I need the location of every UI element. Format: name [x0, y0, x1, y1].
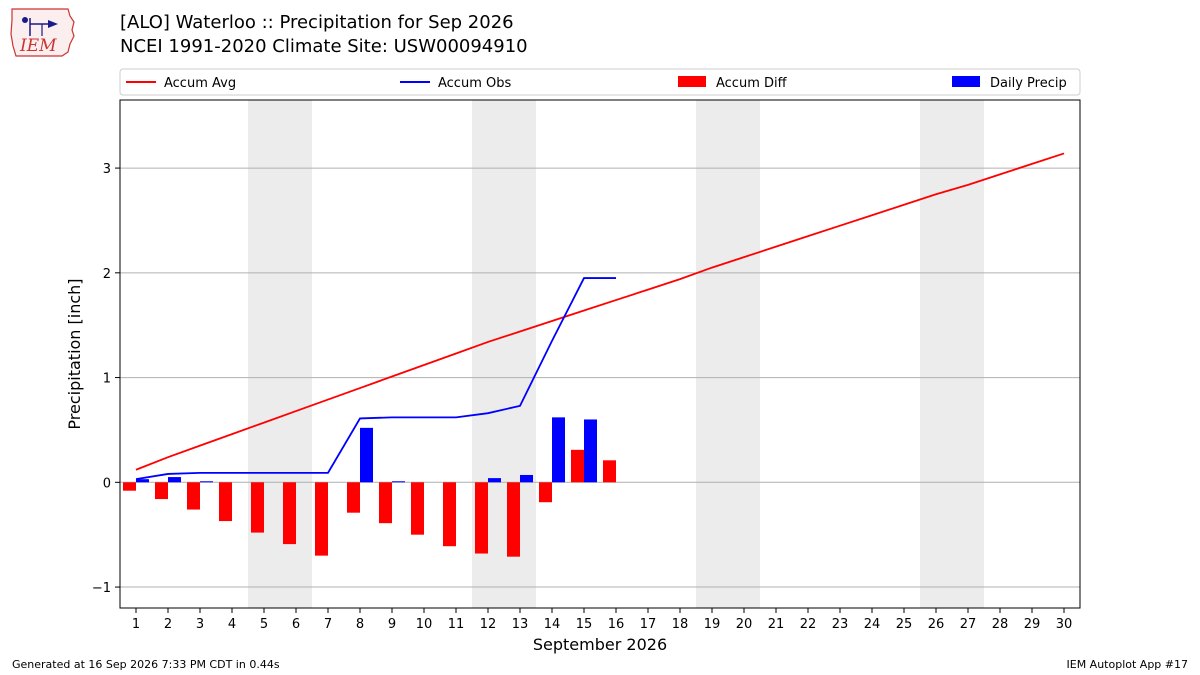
x-tick-label: 7	[324, 617, 332, 632]
accum-diff-bar	[411, 482, 424, 535]
accum-diff-bar	[155, 482, 168, 500]
accum-avg-line	[135, 152, 1065, 471]
y-tick-label: 1	[103, 372, 111, 387]
x-tick-label: 26	[928, 617, 945, 632]
x-tick-label: 16	[608, 617, 625, 632]
x-tick-label: 10	[416, 617, 433, 632]
x-tick-label: 20	[736, 617, 753, 632]
accum-obs-line	[135, 277, 616, 481]
y-tick-label: 3	[103, 162, 111, 177]
daily-precip-bar	[520, 474, 533, 483]
legend-swatch-bar	[952, 76, 980, 87]
accum-diff-bar	[283, 482, 296, 545]
logo-text: IEM	[19, 36, 57, 56]
legend-label: Accum Diff	[716, 76, 788, 91]
x-axis-label: September 2026	[533, 635, 667, 654]
accum-diff-bar	[571, 449, 584, 483]
x-tick-label: 30	[1056, 617, 1073, 632]
accum-diff-bar	[219, 482, 232, 522]
legend-label: Accum Obs	[438, 76, 511, 91]
accum-diff-bar	[379, 482, 392, 524]
legend-box	[119, 68, 1081, 96]
weekend-shade	[920, 100, 984, 608]
y-tick-label: 2	[103, 267, 111, 282]
x-tick-label: 8	[356, 617, 364, 632]
iem-iowa-logo-icon: IEM	[10, 8, 75, 57]
daily-precip-bar	[360, 427, 373, 483]
accum-diff-bar	[507, 482, 520, 557]
x-tick-label: 2	[164, 617, 172, 632]
daily-precip-bar	[168, 477, 181, 483]
x-tick-label: 22	[800, 617, 817, 632]
x-tick-label: 9	[388, 617, 396, 632]
x-tick-label: 11	[448, 617, 465, 632]
x-tick-label: 12	[480, 617, 497, 632]
x-tick-label: 15	[576, 617, 593, 632]
chart-title: [ALO] Waterloo :: Precipitation for Sep …	[120, 12, 514, 33]
x-tick-label: 19	[704, 617, 721, 632]
x-tick-label: 25	[896, 617, 913, 632]
accum-diff-bar	[443, 482, 456, 547]
legend-swatch-bar	[678, 76, 706, 87]
legend-label: Daily Precip	[990, 76, 1067, 91]
accum-diff-bar	[123, 482, 136, 491]
x-tick-label: 24	[864, 617, 881, 632]
accum-diff-bar	[475, 482, 488, 554]
legend-label: Accum Avg	[164, 76, 236, 91]
plot-frame	[119, 99, 1081, 609]
y-tick-label: −1	[92, 581, 111, 596]
x-tick-label: 5	[260, 617, 268, 632]
accum-diff-bar	[347, 482, 360, 513]
x-tick-label: 6	[292, 617, 300, 632]
x-tick-label: 4	[228, 617, 236, 632]
app-label: IEM Autoplot App #17	[1066, 658, 1189, 671]
daily-precip-bar	[584, 419, 597, 483]
daily-precip-bar	[136, 479, 149, 483]
x-tick-label: 27	[960, 617, 977, 632]
chart-subtitle: NCEI 1991-2020 Climate Site: USW00094910	[120, 36, 528, 57]
x-tick-label: 1	[132, 617, 140, 632]
x-tick-label: 13	[512, 617, 529, 632]
x-tick-label: 28	[992, 617, 1009, 632]
accum-diff-bar	[251, 482, 264, 533]
daily-precip-bar	[392, 481, 405, 483]
x-tick-label: 29	[1024, 617, 1041, 632]
daily-precip-bar	[200, 481, 213, 483]
generated-timestamp: Generated at 16 Sep 2026 7:33 PM CDT in …	[12, 658, 280, 671]
y-axis-label: Precipitation [inch]	[65, 278, 84, 429]
x-tick-label: 14	[544, 617, 561, 632]
x-tick-label: 18	[672, 617, 689, 632]
daily-precip-bar	[488, 478, 501, 483]
x-tick-label: 17	[640, 617, 657, 632]
daily-precip-bar	[552, 417, 565, 483]
accum-diff-bar	[603, 460, 616, 483]
y-tick-label: 0	[103, 476, 111, 491]
accum-diff-bar	[539, 482, 552, 503]
weekend-shade	[696, 100, 760, 608]
x-tick-label: 21	[768, 617, 785, 632]
accum-diff-bar	[315, 482, 328, 556]
x-tick-label: 23	[832, 617, 849, 632]
accum-diff-bar	[187, 482, 200, 510]
x-tick-label: 3	[196, 617, 204, 632]
